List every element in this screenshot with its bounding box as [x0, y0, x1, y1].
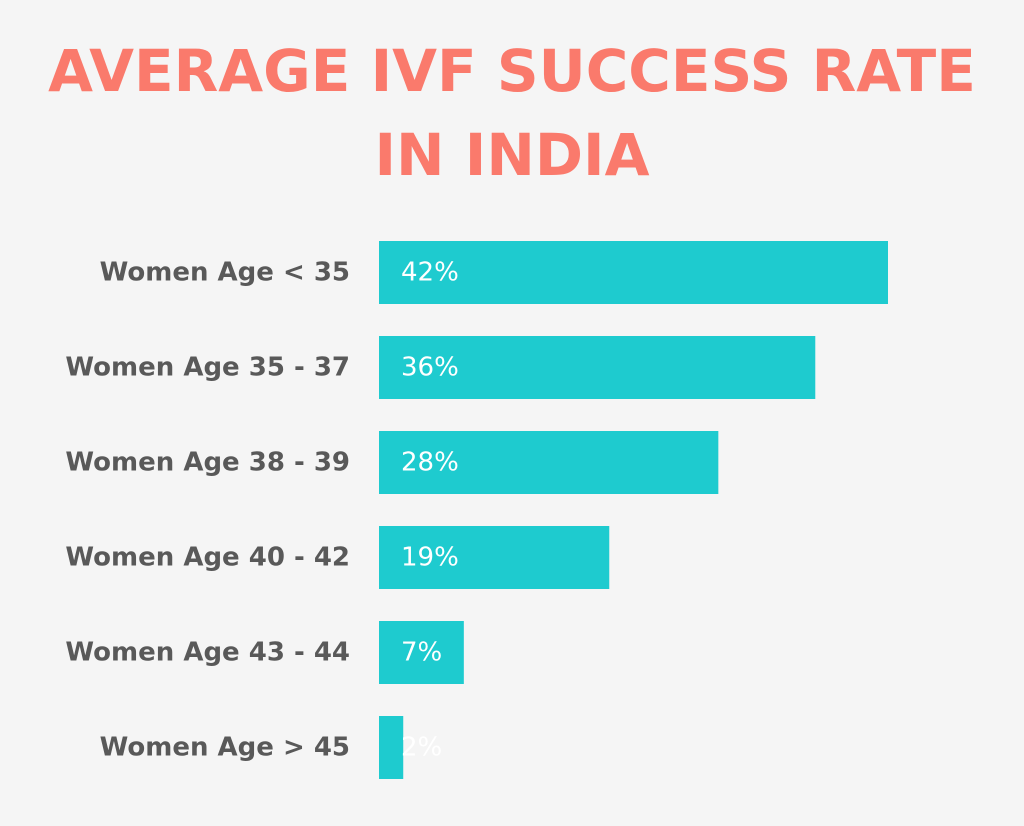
bar-2: [379, 431, 719, 494]
value-label-0: 42%: [401, 258, 459, 288]
category-label-0: Women Age < 35: [100, 258, 350, 288]
bar-4: [379, 621, 464, 684]
value-label-2: 28%: [401, 448, 459, 478]
value-label-1: 36%: [401, 353, 459, 383]
category-label-3: Women Age 40 - 42: [65, 543, 350, 573]
category-label-2: Women Age 38 - 39: [65, 448, 350, 478]
value-label-3: 19%: [401, 543, 459, 573]
bar-1: [379, 336, 816, 399]
bar-5: [379, 716, 404, 779]
bar-3: [379, 526, 610, 589]
bar-0: [379, 241, 888, 304]
chart-title-line-2: IN INDIA: [374, 121, 650, 189]
value-label-4: 7%: [401, 638, 442, 668]
value-label-5: 2%: [401, 733, 442, 763]
category-label-4: Women Age 43 - 44: [65, 638, 350, 668]
category-label-1: Women Age 35 - 37: [65, 353, 350, 383]
category-label-5: Women Age > 45: [100, 733, 350, 763]
chart-title-line-1: AVERAGE IVF SUCCESS RATE: [48, 37, 976, 105]
